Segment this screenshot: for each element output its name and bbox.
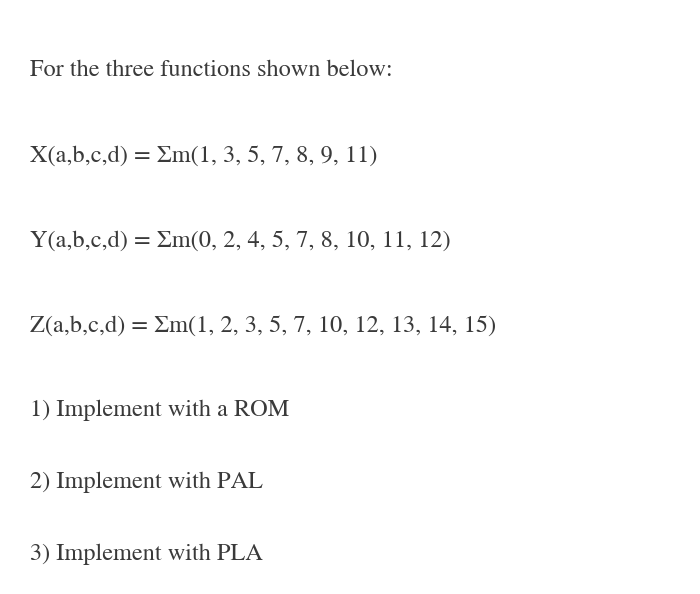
Text: X(a,b,c,d) = Σm(1, 3, 5, 7, 8, 9, 11): X(a,b,c,d) = Σm(1, 3, 5, 7, 8, 9, 11) — [30, 145, 377, 166]
Text: Y(a,b,c,d) = Σm(0, 2, 4, 5, 7, 8, 10, 11, 12): Y(a,b,c,d) = Σm(0, 2, 4, 5, 7, 8, 10, 11… — [30, 230, 451, 251]
Text: 3) Implement with PLA: 3) Implement with PLA — [30, 544, 263, 565]
Text: 1) Implement with a ROM: 1) Implement with a ROM — [30, 400, 289, 421]
Text: For the three functions shown below:: For the three functions shown below: — [30, 60, 393, 81]
Text: Z(a,b,c,d) = Σm(1, 2, 3, 5, 7, 10, 12, 13, 14, 15): Z(a,b,c,d) = Σm(1, 2, 3, 5, 7, 10, 12, 1… — [30, 315, 496, 336]
Text: 2) Implement with PAL: 2) Implement with PAL — [30, 472, 263, 494]
